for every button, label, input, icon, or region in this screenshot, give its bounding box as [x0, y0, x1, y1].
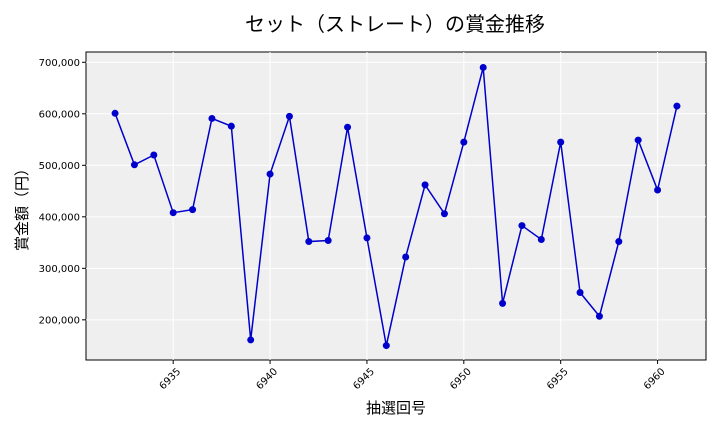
data-point [208, 114, 216, 122]
data-point [595, 312, 603, 320]
data-point [266, 170, 274, 178]
data-point [130, 161, 138, 169]
x-axis-label: 抽選回号 [366, 399, 426, 417]
plot-area [85, 51, 707, 361]
data-point [499, 299, 507, 307]
data-point [421, 181, 429, 189]
data-point [402, 253, 410, 261]
data-point [518, 222, 526, 230]
data-point [382, 342, 390, 350]
data-point [557, 138, 565, 146]
series-line [114, 67, 678, 346]
data-point [247, 336, 255, 344]
data-point [189, 206, 197, 214]
data-point [111, 109, 119, 117]
y-tick-label: 700,000 [39, 58, 80, 69]
data-point [344, 123, 352, 131]
y-tick-label: 600,000 [39, 109, 80, 120]
data-point [654, 186, 662, 194]
series [111, 63, 681, 350]
data-point [537, 235, 545, 243]
data-point [150, 151, 158, 159]
x-tick-label: 6935 [158, 366, 184, 392]
data-point [634, 136, 642, 144]
y-tick-label: 400,000 [39, 212, 80, 223]
data-point [673, 102, 681, 110]
y-tick-label: 200,000 [39, 315, 80, 326]
y-tick-label: 300,000 [39, 264, 80, 275]
data-point [305, 238, 313, 246]
data-point [363, 234, 371, 242]
x-tick-label: 6955 [545, 366, 571, 392]
x-tick-label: 6940 [254, 366, 280, 392]
data-point [460, 138, 468, 146]
chart-title: セット（ストレート）の賞金推移 [245, 12, 545, 36]
y-tick-label: 500,000 [39, 161, 80, 172]
data-point [227, 122, 235, 130]
x-tick-label: 6960 [642, 366, 668, 392]
x-tick-label: 6950 [448, 366, 474, 392]
data-point [324, 237, 332, 245]
data-point [440, 210, 448, 218]
y-axis-label: 賞金額（円） [13, 161, 31, 251]
data-point [479, 63, 487, 71]
x-axis-ticks: 6935 6940 6945 6950 6955 6960 [158, 360, 668, 392]
y-axis-ticks: 200,000 300,000 400,000 500,000 600,000 700,0… [39, 58, 86, 326]
grid [86, 52, 706, 360]
data-point [285, 112, 293, 120]
data-point [576, 289, 584, 297]
data-point [615, 238, 623, 246]
data-point [169, 209, 177, 217]
x-tick-label: 6945 [351, 366, 377, 392]
